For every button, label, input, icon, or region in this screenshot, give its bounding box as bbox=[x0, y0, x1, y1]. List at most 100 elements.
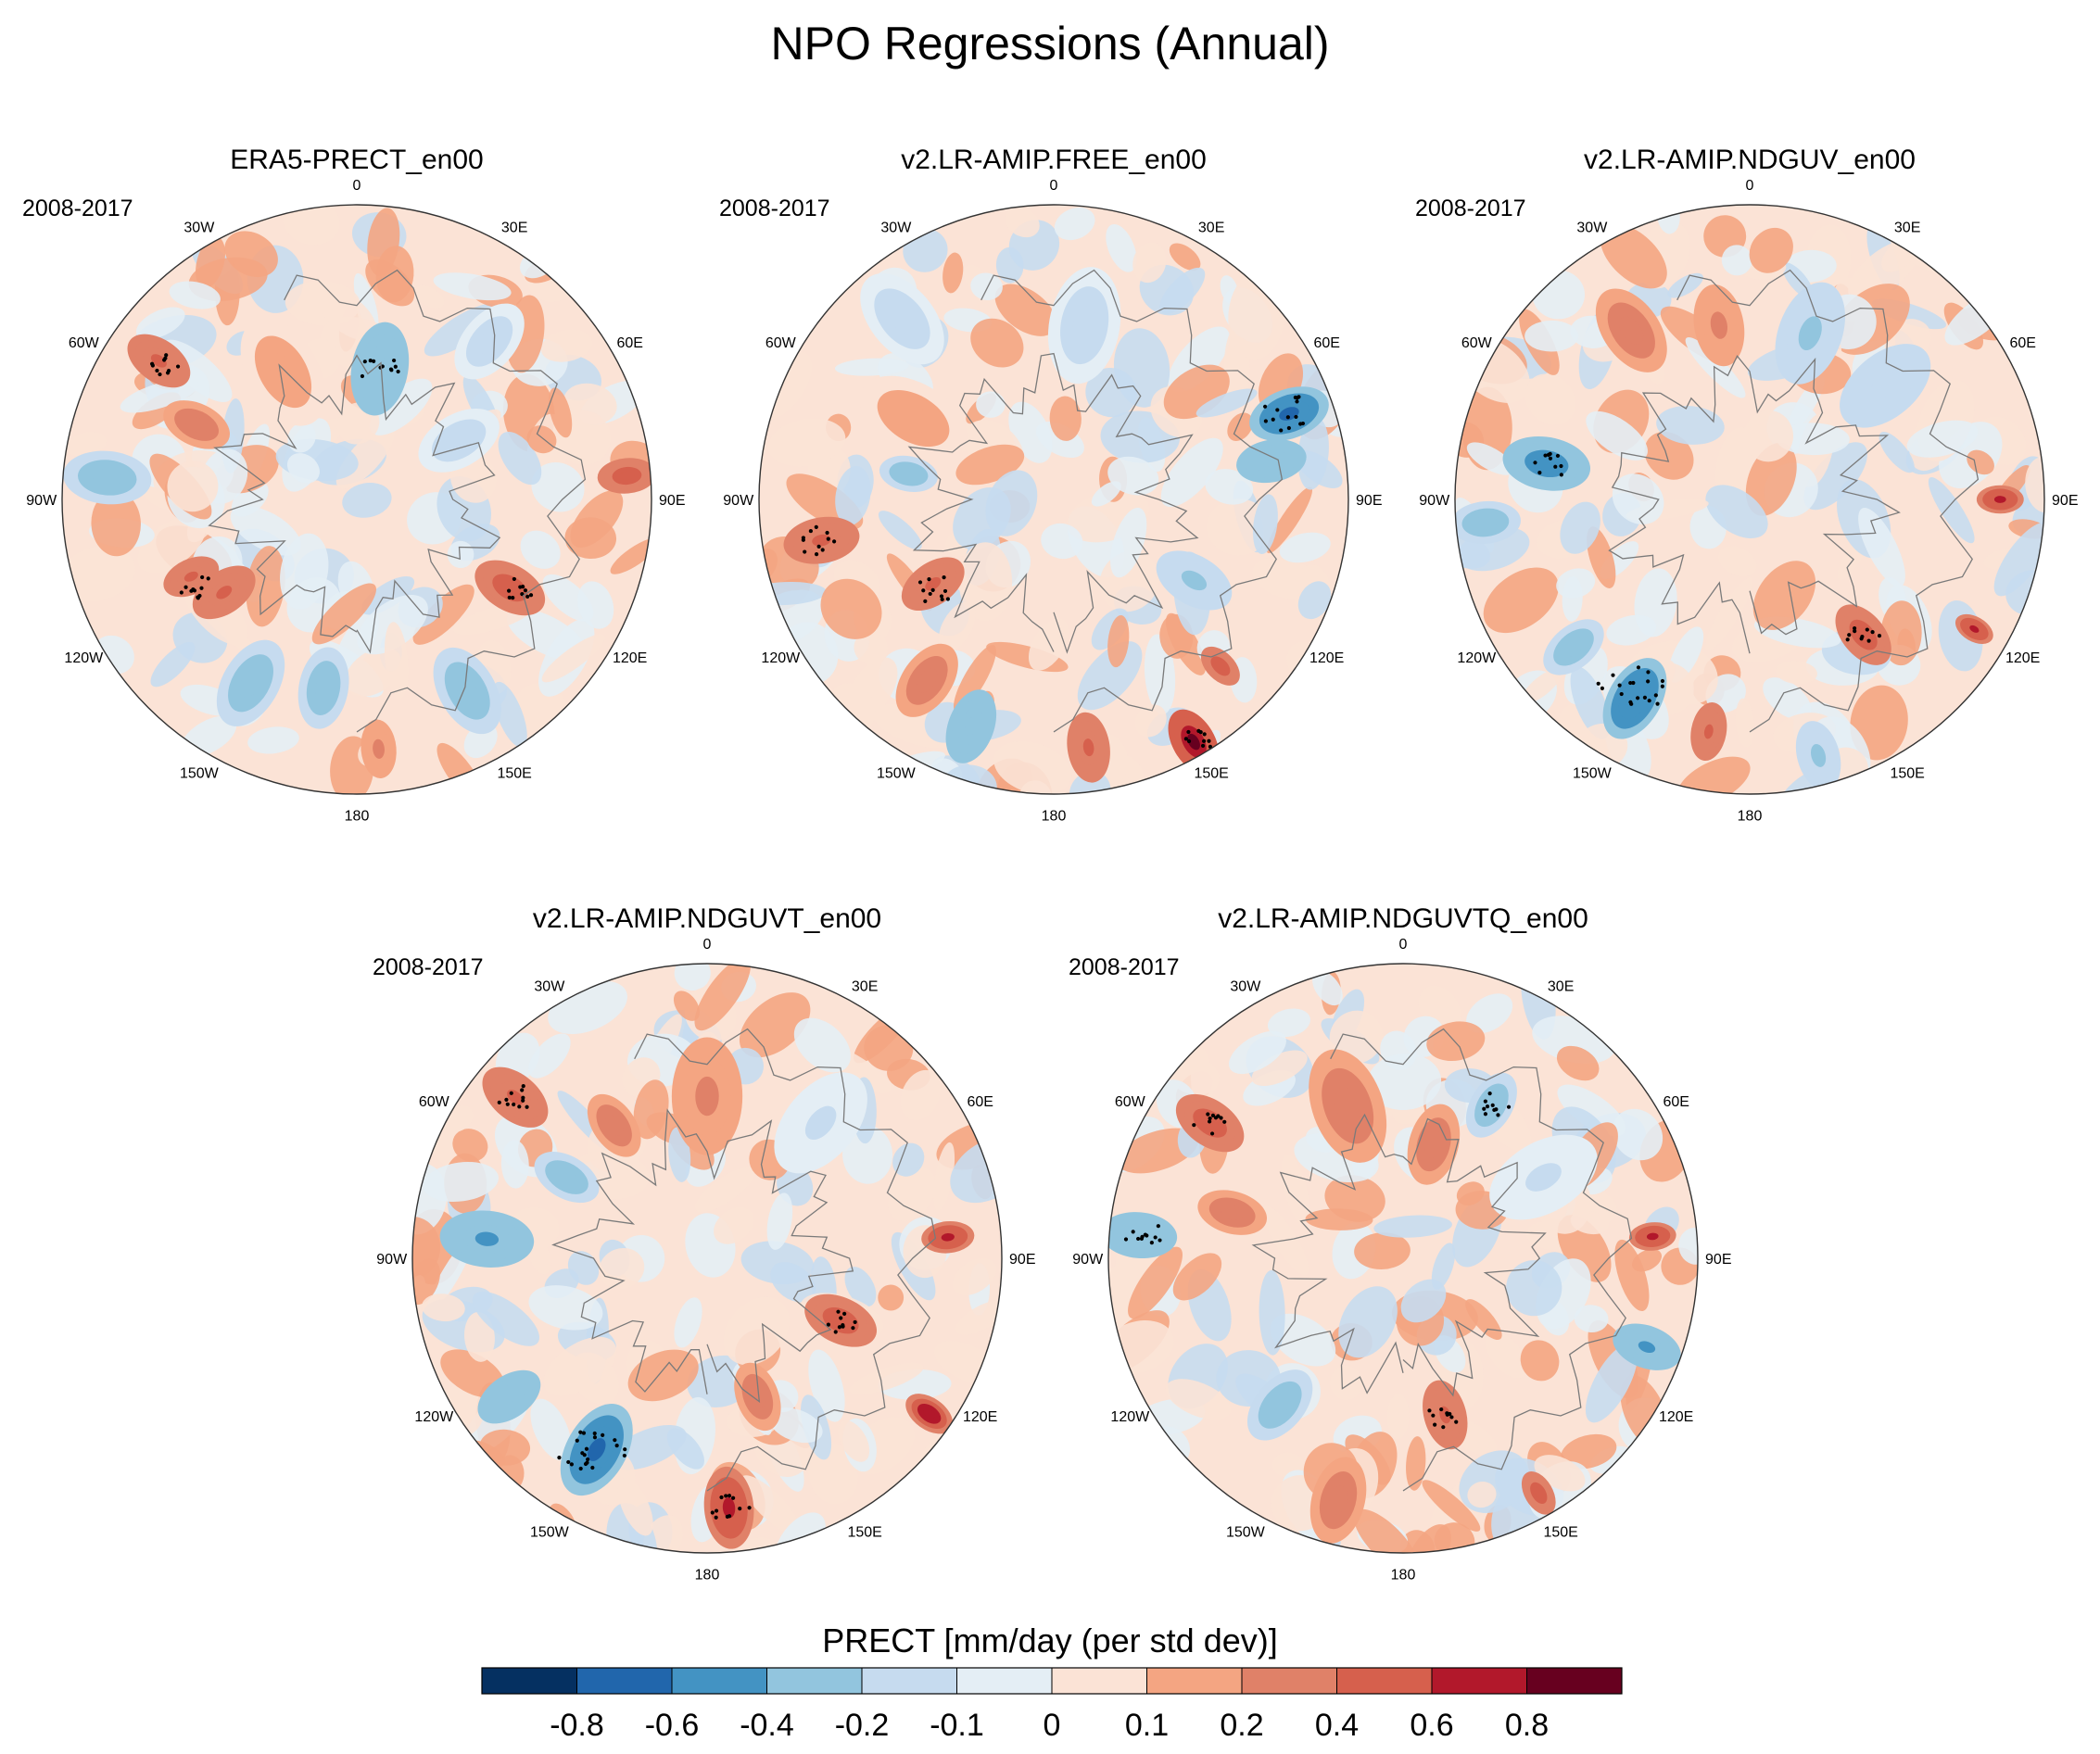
anomaly-feature bbox=[1703, 724, 1714, 739]
colorbar-tick-label: 0.1 bbox=[1125, 1708, 1169, 1743]
significance-dot bbox=[528, 593, 534, 598]
map-boundary bbox=[411, 963, 1003, 1554]
anomaly-feature bbox=[1534, 1487, 1543, 1499]
anomaly-feature bbox=[1646, 1232, 1659, 1241]
significance-dot bbox=[507, 595, 512, 600]
anomaly-patch bbox=[1612, 473, 1664, 525]
anomaly-patch bbox=[1745, 442, 1797, 516]
anomaly-patch bbox=[311, 583, 376, 645]
anomaly-patch bbox=[1005, 207, 1040, 238]
anomaly-patch bbox=[472, 1291, 540, 1346]
significance-dot bbox=[520, 584, 525, 589]
longitude-label: 120E bbox=[1659, 1409, 1693, 1425]
period-label: 2008-2017 bbox=[373, 954, 484, 980]
anomaly-patch bbox=[500, 1140, 529, 1189]
anomaly-patch bbox=[1570, 666, 1611, 739]
colorbar-swatch bbox=[1336, 1668, 1433, 1694]
significance-dot bbox=[1485, 1104, 1490, 1109]
anomaly-patch bbox=[1169, 243, 1201, 271]
longitude-label: 30W bbox=[880, 220, 912, 235]
anomaly-patch bbox=[985, 470, 1038, 536]
anomaly-patch bbox=[1324, 1175, 1385, 1222]
anomaly-feature bbox=[1335, 1087, 1361, 1126]
anomaly-feature bbox=[1619, 316, 1644, 345]
longitude-label: 30W bbox=[183, 220, 215, 235]
anomaly-patch bbox=[1906, 420, 1979, 458]
significance-dot bbox=[523, 588, 528, 593]
anomaly-patch bbox=[62, 546, 135, 602]
anomaly-patch bbox=[169, 281, 221, 309]
longitude-label: 30E bbox=[1548, 978, 1574, 994]
significance-dot bbox=[928, 591, 932, 597]
anomaly-patch bbox=[673, 991, 701, 1021]
anomaly-patch bbox=[367, 208, 400, 276]
anomaly-patch bbox=[1431, 1243, 1456, 1290]
colorbar-tick-label: -0.6 bbox=[645, 1708, 700, 1743]
anomaly-feature bbox=[1811, 744, 1827, 767]
anomaly-patch bbox=[952, 1257, 997, 1295]
significance-dot bbox=[1646, 679, 1651, 684]
longitude-label: 120W bbox=[761, 650, 801, 666]
anomaly-feature bbox=[477, 328, 501, 355]
anomaly-feature bbox=[898, 467, 918, 480]
anomaly-feature bbox=[185, 416, 209, 434]
colorbar-swatch bbox=[956, 1668, 1053, 1694]
anomaly-patch bbox=[1717, 546, 1757, 577]
colorbar-tick-label: 0.2 bbox=[1220, 1708, 1263, 1743]
anomaly-patch bbox=[422, 1293, 465, 1322]
anomaly-patch bbox=[838, 1420, 870, 1462]
significance-dot bbox=[1646, 670, 1651, 675]
significance-dot bbox=[512, 576, 516, 582]
significance-dot bbox=[1865, 627, 1869, 632]
anomaly-feature bbox=[456, 676, 479, 706]
significance-dot bbox=[164, 353, 169, 358]
anomaly-patch bbox=[1077, 641, 1143, 711]
longitude-label: 90W bbox=[26, 493, 57, 509]
anomaly-patch bbox=[1279, 532, 1331, 563]
anomaly-patch bbox=[1993, 522, 2044, 597]
significance-dot bbox=[714, 1508, 719, 1513]
longitude-label: 90W bbox=[723, 493, 754, 509]
anomaly-patch bbox=[1107, 456, 1159, 496]
significance-dot bbox=[525, 1104, 529, 1109]
anomaly-patch bbox=[1752, 561, 1816, 630]
significance-dot bbox=[521, 1098, 525, 1103]
anomaly-patch bbox=[1085, 368, 1137, 418]
significance-dot bbox=[1555, 453, 1561, 459]
anomaly-feature bbox=[474, 1231, 500, 1246]
anomaly-patch bbox=[531, 461, 585, 512]
longitude-label: 60W bbox=[765, 335, 797, 351]
significance-dot bbox=[1208, 744, 1213, 749]
significance-dot bbox=[942, 588, 948, 594]
anomaly-patch bbox=[1721, 245, 1752, 276]
significance-dot bbox=[1653, 693, 1658, 698]
anomaly-patch bbox=[528, 1285, 603, 1331]
anomaly-feature bbox=[804, 1105, 837, 1141]
significance-dot bbox=[724, 1494, 728, 1498]
anomaly-patch bbox=[1373, 1215, 1452, 1238]
anomaly-patch bbox=[1367, 1053, 1442, 1111]
anomaly-patch bbox=[1354, 1232, 1411, 1269]
longitude-label: 30W bbox=[1230, 978, 1261, 994]
anomaly-feature bbox=[1869, 372, 1901, 400]
anomaly-patch bbox=[766, 1192, 793, 1250]
anomaly-patch bbox=[942, 252, 964, 294]
anomaly-patch bbox=[900, 1069, 941, 1121]
significance-dot bbox=[1431, 1413, 1436, 1418]
significance-dot bbox=[521, 1095, 525, 1100]
anomaly-patch bbox=[627, 1349, 699, 1402]
anomaly-feature bbox=[1082, 738, 1094, 757]
anomaly-feature bbox=[269, 353, 297, 390]
significance-dot bbox=[1487, 1092, 1492, 1096]
anomaly-patch bbox=[369, 378, 433, 435]
anomaly-feature bbox=[500, 580, 519, 595]
significance-dot bbox=[368, 359, 373, 363]
anomaly-patch bbox=[2025, 456, 2044, 513]
anomaly-patch bbox=[954, 645, 996, 713]
anomaly-patch bbox=[440, 1349, 505, 1398]
anomaly-feature bbox=[500, 1390, 517, 1404]
significance-dot bbox=[511, 596, 515, 600]
significance-dot bbox=[921, 588, 926, 593]
significance-dot bbox=[826, 536, 830, 541]
anomaly-feature bbox=[831, 1314, 850, 1328]
